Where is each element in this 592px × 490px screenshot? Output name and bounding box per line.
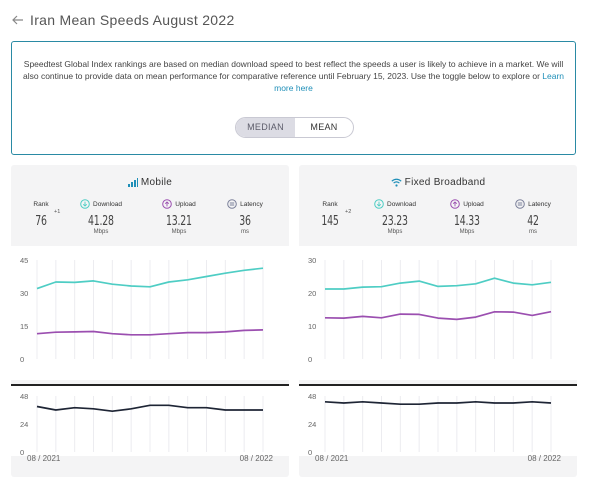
fixed-speed-chart: 30 20 10 0 [299,246,577,380]
mobile-download-unit: Mbps [93,229,109,235]
learn-more-link[interactable]: Learn more here [274,71,565,94]
fixed-latency-y-tick-label: 48 [308,392,316,401]
fixed-upload-stat: Upload 14.33 Mbps [439,199,495,235]
mobile-latency-latency-line [36,404,263,413]
fixed-speed-upload-line [324,310,552,321]
mobile-latency-chart-svg: 48 24 0 [20,392,264,456]
mobile-speed-chart-svg: 45 30 15 0 [20,256,264,364]
fixed-latency-stat: Latency 42 ms [505,199,561,235]
latency-label: Latency [217,199,273,209]
info-text: Speedtest Global Index rankings are base… [18,58,569,95]
mobile-latency-y-tick-label: 48 [20,392,28,401]
toggle-median-option[interactable]: MEDIAN [236,118,295,137]
mobile-upload-value: 13.21 [166,214,192,229]
upload-label-text: Upload [175,200,196,208]
fixed-download-unit: Mbps [387,229,403,235]
mobile-stats: Rank 76 +1 Download 41.28 Mbps Upload 13… [11,199,289,245]
wifi-icon [391,178,402,187]
mobile-panel: Mobile Rank 76 +1 Download 41.28 Mbps Up… [11,165,289,477]
mobile-start-date: 08 / 2021 [27,454,61,463]
fixed-panel-title: Fixed Broadband [299,177,577,188]
fixed-latency-chart-svg: 48 24 0 [308,392,552,456]
back-arrow-icon[interactable] [10,12,26,28]
mobile-speed-y-tick-label: 45 [20,256,28,265]
mobile-speed-y-tick-label: 15 [20,322,28,331]
upload-icon [162,199,172,209]
info-box: Speedtest Global Index rankings are base… [11,41,576,155]
download-icon [80,199,90,209]
fixed-latency-unit: ms [529,229,537,235]
mobile-latency-value: 36 [239,214,251,229]
mobile-speed-chart: 45 30 15 0 [11,246,289,380]
fixed-download-value: 23.23 [382,214,408,229]
mobile-latency-unit: ms [241,229,249,235]
mobile-end-date: 08 / 2022 [239,454,273,463]
median-mean-toggle[interactable]: MEDIAN MEAN [235,117,354,138]
info-description: Speedtest Global Index rankings are base… [22,59,564,82]
upload-icon [450,199,460,209]
fixed-broadband-panel: Fixed Broadband Rank 145 +2 Download 23.… [299,165,577,477]
fixed-speed-y-tick-label: 20 [308,289,316,298]
fixed-speed-download-line [325,277,552,290]
mobile-rank-change: +1 [54,209,61,215]
mobile-latency-y-tick-label: 24 [20,420,28,429]
fixed-rank-stat: Rank 145 +2 [314,199,351,230]
toggle-mean-option[interactable]: MEAN [310,122,338,132]
fixed-download-stat: Download 23.23 Mbps [367,199,423,235]
fixed-rank-value: 145 [321,214,339,229]
mobile-download-value: 41.28 [88,214,114,229]
mobile-upload-stat: Upload 13.21 Mbps [151,199,207,235]
fixed-speed-chart-svg: 30 20 10 0 [308,256,552,364]
chart-divider [299,384,577,386]
latency-icon [227,199,237,209]
upload-label: Upload [439,199,495,209]
download-label-text: Download [387,200,416,208]
mobile-rank-stat: Rank 76 +1 [26,199,60,230]
signal-bars-icon [127,178,138,187]
rank-label: Rank [33,200,49,208]
chart-divider [11,384,289,386]
fixed-speed-y-tick-label: 30 [308,256,316,265]
mobile-speed-upload-line [36,329,264,336]
fixed-stats: Rank 145 +2 Download 23.23 Mbps Upload 1… [299,199,577,245]
fixed-upload-unit: Mbps [459,229,475,235]
mobile-title-text: Mobile [140,177,173,188]
download-label: Download [367,199,423,209]
fixed-title-text: Fixed Broadband [404,177,486,188]
rank-label: Rank [322,200,338,208]
fixed-upload-value: 14.33 [454,214,480,229]
fixed-rank-change: +2 [345,209,352,215]
download-label-text: Download [93,200,122,208]
fixed-latency-y-tick-label: 0 [308,448,312,456]
download-label: Download [73,199,129,209]
page-title: Iran Mean Speeds August 2022 [30,12,235,28]
latency-label: Latency [505,199,561,209]
latency-label-text: Latency [528,200,551,208]
fixed-speed-y-tick-label: 10 [308,322,316,331]
latency-label-text: Latency [240,200,263,208]
fixed-speed-y-tick-label: 0 [308,355,312,364]
upload-label-text: Upload [463,200,484,208]
mobile-latency-chart: 48 24 0 [11,386,289,456]
mobile-upload-unit: Mbps [171,229,187,235]
fixed-latency-latency-line [324,400,552,406]
mobile-rank-value: 76 [35,214,47,229]
mobile-latency-stat: Latency 36 ms [217,199,273,235]
download-icon [374,199,384,209]
mobile-latency-y-tick-label: 0 [20,448,24,456]
mobile-speed-y-tick-label: 30 [20,289,28,298]
fixed-latency-y-tick-label: 24 [308,420,316,429]
mobile-download-stat: Download 41.28 Mbps [73,199,129,235]
mobile-speed-y-tick-label: 0 [20,355,24,364]
latency-icon [515,199,525,209]
mobile-panel-title: Mobile [11,177,289,188]
fixed-latency-chart: 48 24 0 [299,386,577,456]
fixed-latency-value: 42 [527,214,539,229]
fixed-end-date: 08 / 2022 [527,454,561,463]
fixed-start-date: 08 / 2021 [315,454,349,463]
upload-label: Upload [151,199,207,209]
page-header: Iran Mean Speeds August 2022 [10,10,235,30]
mobile-speed-download-line [36,267,264,290]
